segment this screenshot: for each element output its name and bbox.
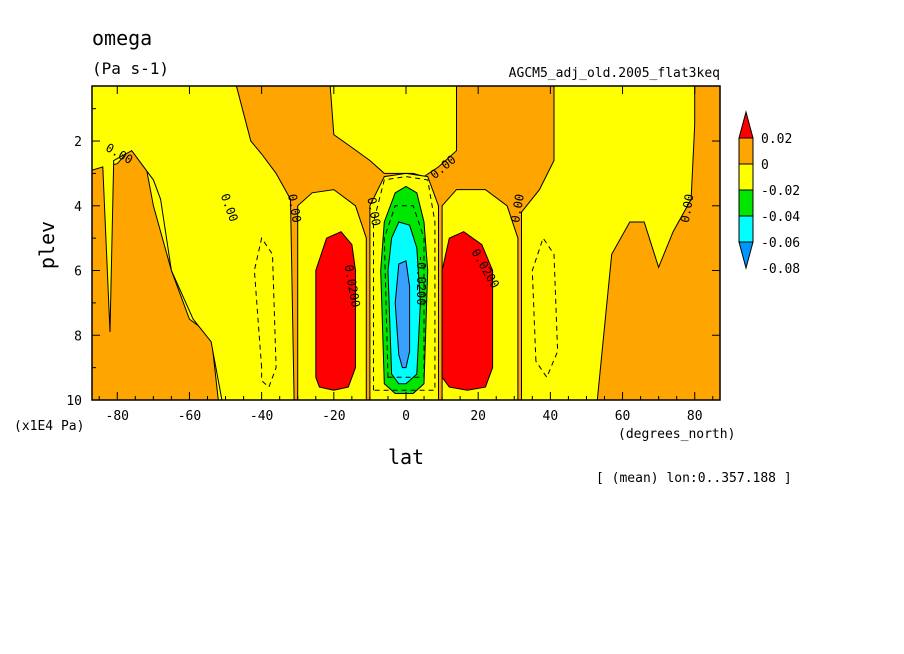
colorbar: 0.02 0 -0.02 -0.04 -0.06 -0.08 [738, 110, 800, 277]
x-tick-label: 80 [687, 409, 703, 424]
colorbar-box [738, 163, 754, 191]
contour-label: -0.0200 [414, 255, 428, 306]
red-region-nh [441, 231, 494, 391]
x-tick-label: -80 [106, 409, 129, 424]
chart-title: omega [92, 26, 152, 50]
x-tick-label: 0 [402, 409, 410, 424]
dashed-contour [383, 205, 425, 378]
x-tick-label: -40 [250, 409, 273, 424]
colorbar-label: 0.02 [761, 132, 792, 147]
y-tick-label: 6 [74, 265, 82, 280]
y-tick-label: 2 [74, 135, 82, 150]
y-axis: 2 4 6 8 10 [66, 108, 720, 409]
colorbar-label: -0.04 [761, 210, 800, 225]
colorbar-box [738, 137, 754, 165]
colorbar-label: -0.06 [761, 236, 800, 251]
colorbar-label: -0.02 [761, 184, 800, 199]
colorbar-arrow-top [738, 110, 754, 139]
x-tick-label: -20 [322, 409, 345, 424]
contour-label: 0.00 [678, 193, 697, 224]
blue-region [394, 260, 411, 369]
colorbar-label: 0 [761, 158, 769, 173]
y-axis-units: (x1E4 Pa) [14, 419, 84, 434]
yellow-region-sh-mid [91, 85, 295, 401]
x-axis-units: (degrees_north) [618, 427, 735, 442]
dataset-name: AGCM5_adj_old.2005_flat3keq [509, 66, 720, 81]
contour-label: 0.00 [364, 196, 383, 227]
dashed-contour [253, 236, 277, 388]
dashed-contour [373, 176, 436, 391]
dashed-contour [531, 236, 559, 379]
x-axis: -80 -60 -40 -20 0 20 40 60 80 [98, 86, 714, 424]
colorbar-label: -0.08 [761, 262, 800, 277]
y-axis-label: plev [35, 221, 59, 269]
colorbar-arrow-bottom [738, 241, 754, 270]
contour-label: 0.00 [285, 193, 304, 224]
contour-label: 0.00 [508, 193, 527, 224]
y-tick-label: 8 [74, 329, 82, 344]
y-tick-label: 10 [66, 394, 82, 409]
yellow-region-nh [521, 85, 696, 401]
chart-units: (Pa s-1) [92, 59, 169, 78]
plot-area: 0.000.00 0.00 0.000.000.00 0.000.0200 -0.020… [91, 85, 721, 401]
y-tick-label: 4 [74, 200, 82, 215]
dashed-contours [253, 176, 559, 391]
red-region-sh [315, 231, 356, 391]
x-tick-label: -60 [178, 409, 201, 424]
colorbar-box [738, 189, 754, 217]
footnote: [ (mean) lon:0..357.188 ] [596, 471, 792, 486]
x-tick-label: 60 [615, 409, 631, 424]
x-axis-label: lat [388, 445, 424, 469]
x-tick-label: 20 [470, 409, 486, 424]
colorbar-box [738, 215, 754, 243]
x-tick-label: 40 [543, 409, 559, 424]
